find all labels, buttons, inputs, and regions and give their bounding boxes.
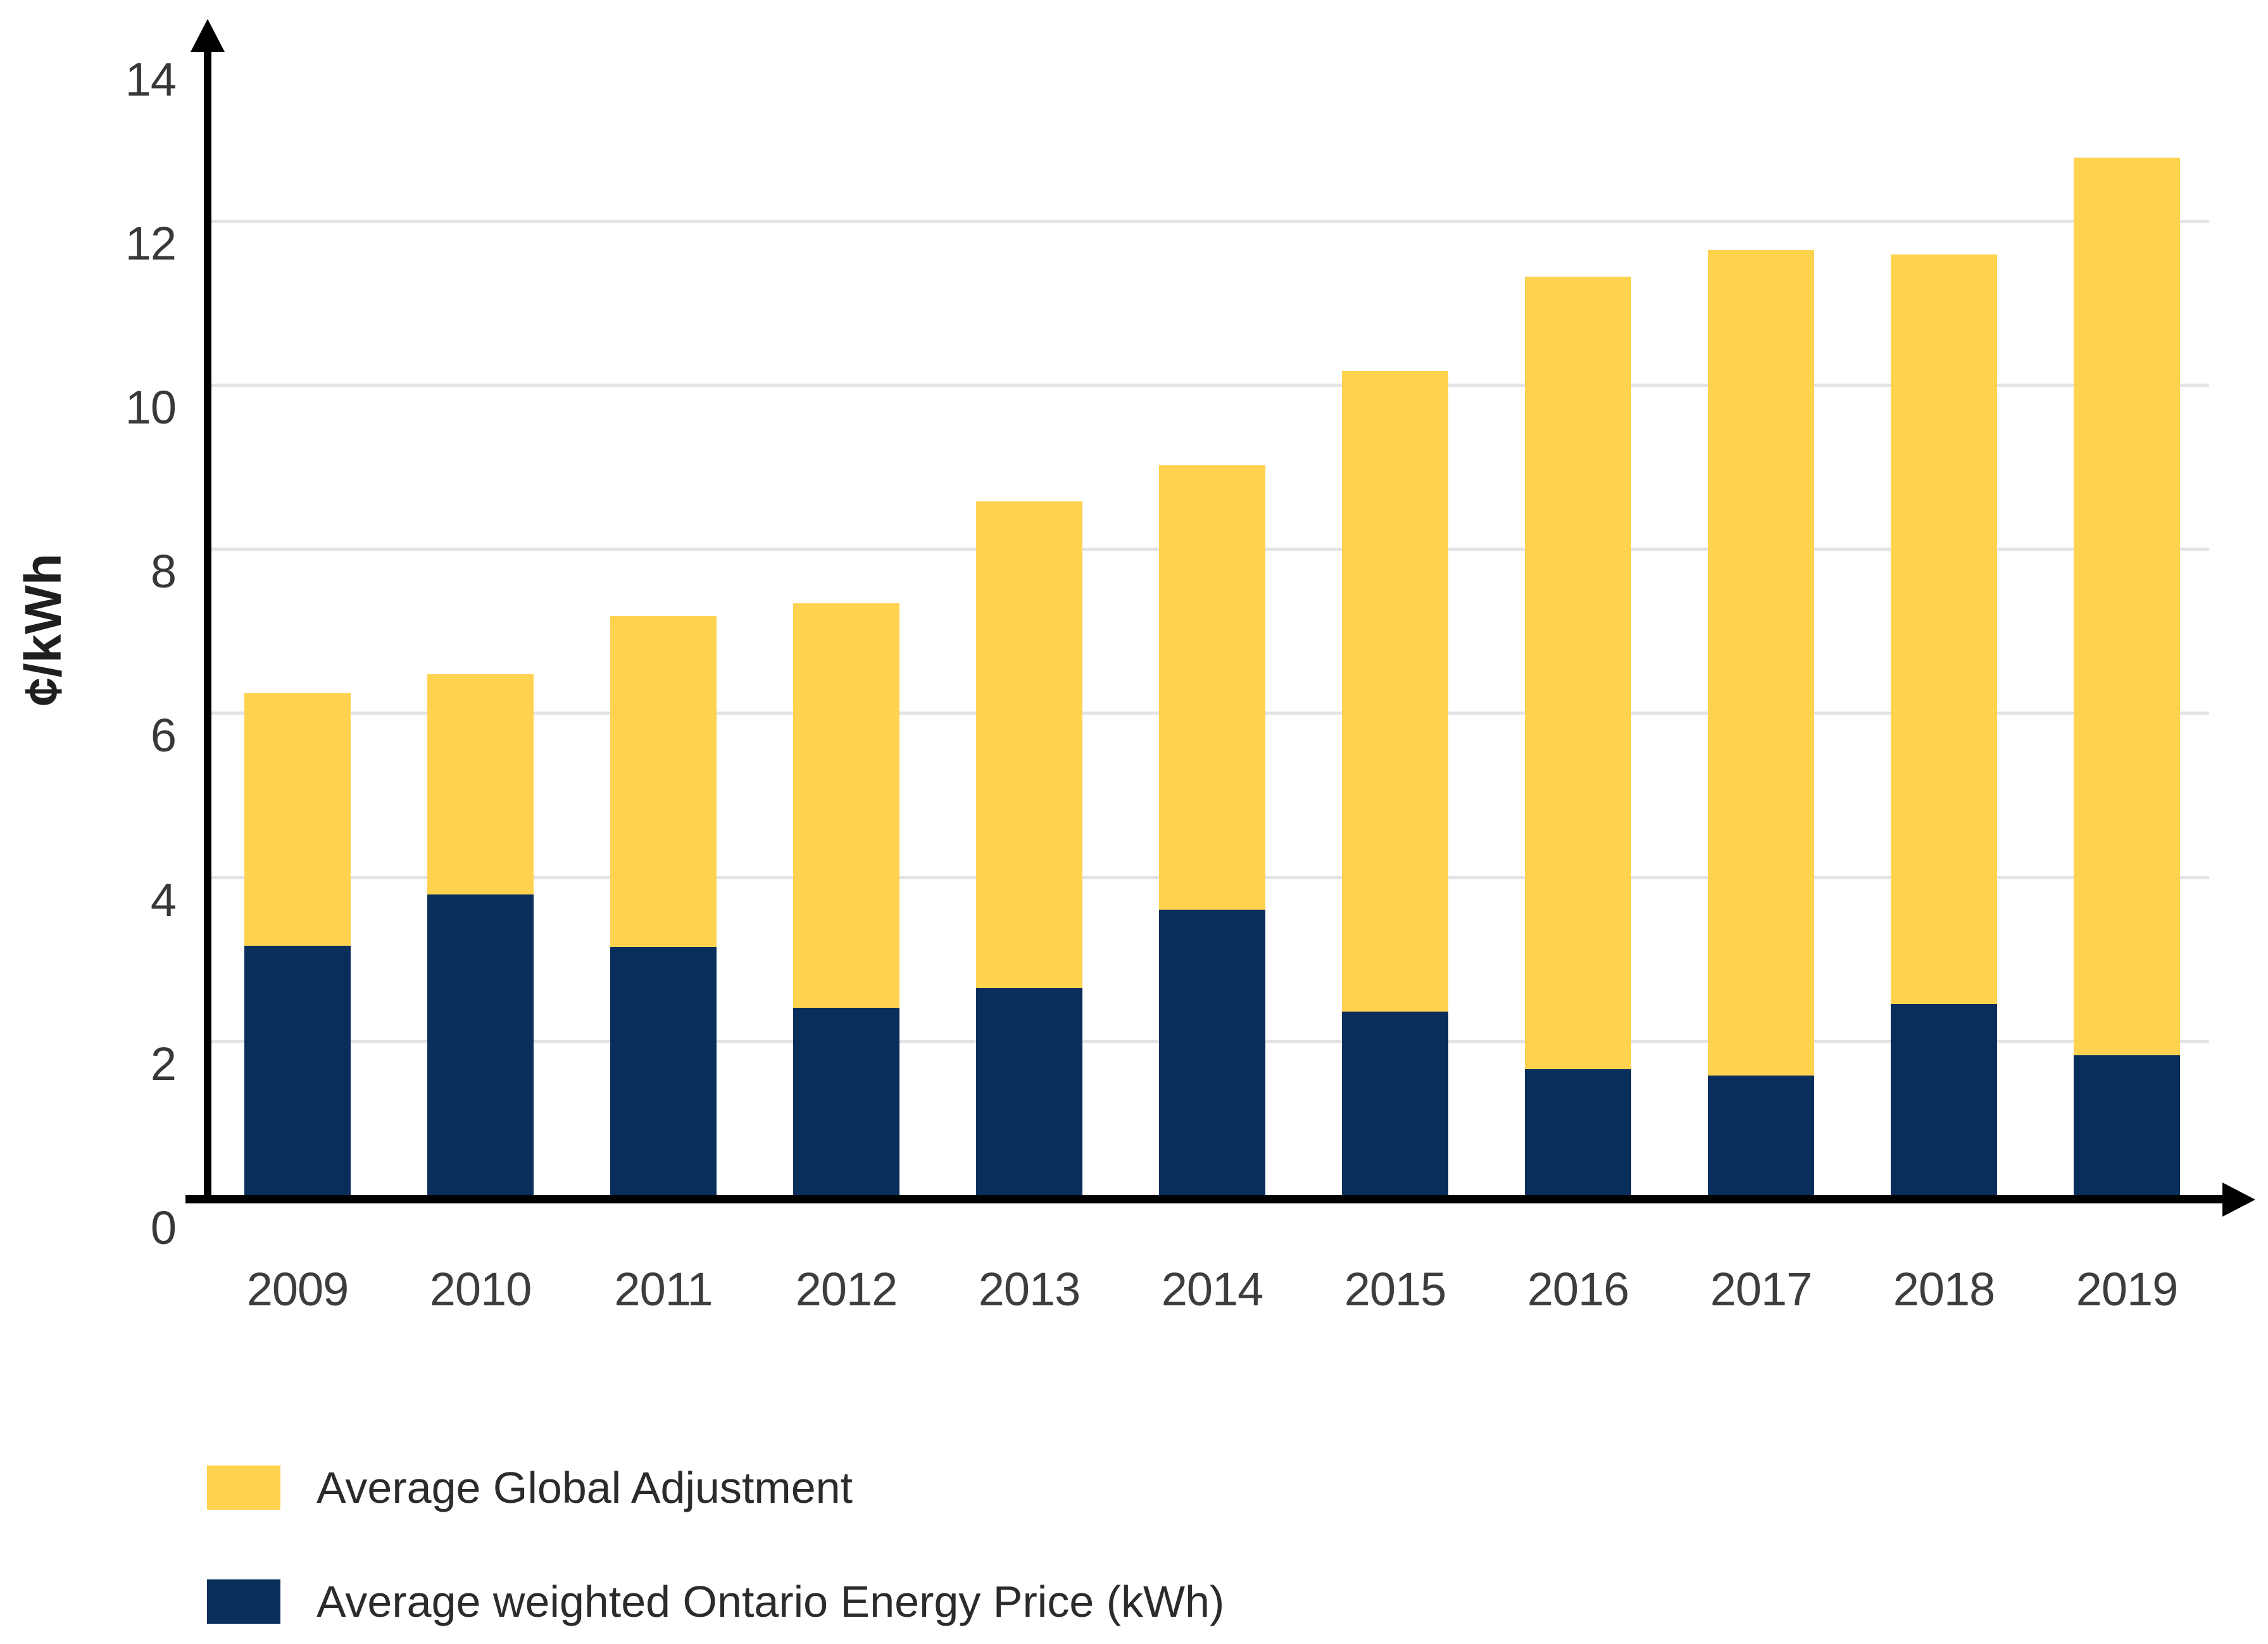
- bar-2012-ontario-energy-price: [793, 1007, 899, 1202]
- x-tick-2014: 2014: [1161, 1263, 1264, 1315]
- bar-2009-ontario-energy-price: [244, 946, 351, 1202]
- y-tick-2: 2: [150, 1037, 177, 1090]
- x-tick-2011: 2011: [614, 1263, 713, 1315]
- bar-2016-global-adjustment: [1525, 276, 1631, 1069]
- global-adjustment-swatch-icon: [207, 1465, 280, 1510]
- y-tick-6: 6: [150, 709, 177, 762]
- y-axis-line: [204, 49, 211, 1203]
- legend-item-global-adjustment: Average Global Adjustment: [207, 1462, 853, 1513]
- x-tick-2015: 2015: [1344, 1263, 1447, 1315]
- bar-2018-ontario-energy-price: [1891, 1004, 1997, 1202]
- x-tick-2010: 2010: [429, 1263, 532, 1315]
- bar-2018-global-adjustment: [1891, 254, 1997, 1005]
- x-axis-line: [185, 1195, 2225, 1203]
- x-tick-2009: 2009: [246, 1263, 349, 1315]
- x-axis-arrowhead-icon: [2222, 1183, 2255, 1217]
- y-tick-4: 4: [150, 873, 177, 926]
- x-tick-2016: 2016: [1527, 1263, 1630, 1315]
- bar-2014-ontario-energy-price: [1159, 910, 1265, 1202]
- bar-2012-global-adjustment: [793, 603, 899, 1008]
- bar-2015-ontario-energy-price: [1342, 1012, 1448, 1202]
- bar-2014-global-adjustment: [1159, 465, 1265, 910]
- y-tick-8: 8: [150, 545, 177, 598]
- bar-2010-ontario-energy-price: [427, 894, 534, 1202]
- legend-item-ontario-energy-price: Average weighted Ontario Energy Price (k…: [207, 1576, 1224, 1627]
- y-axis-arrowhead-icon: [191, 19, 225, 52]
- ontario-energy-price-swatch-icon: [207, 1579, 280, 1624]
- x-tick-2012: 2012: [795, 1263, 898, 1315]
- bar-2011-global-adjustment: [610, 616, 717, 947]
- bar-2010-global-adjustment: [427, 674, 534, 894]
- bar-2017-global-adjustment: [1708, 250, 1814, 1076]
- bar-2013-ontario-energy-price: [976, 988, 1082, 1202]
- bar-2015-global-adjustment: [1342, 370, 1448, 1012]
- bar-2019-global-adjustment: [2074, 158, 2180, 1055]
- bar-2013-global-adjustment: [976, 501, 1082, 988]
- legend-label: Average weighted Ontario Energy Price (k…: [316, 1577, 1225, 1626]
- y-tick-0: 0: [150, 1202, 177, 1254]
- bar-2009-global-adjustment: [244, 693, 351, 946]
- bar-2016-ontario-energy-price: [1525, 1069, 1631, 1202]
- y-tick-14: 14: [125, 53, 177, 106]
- gridline-10: [211, 384, 2209, 387]
- x-tick-2013: 2013: [978, 1263, 1081, 1315]
- x-tick-2018: 2018: [1893, 1263, 1996, 1315]
- bar-2019-ontario-energy-price: [2074, 1055, 2180, 1202]
- x-tick-2017: 2017: [1710, 1263, 1813, 1315]
- legend-label: Average Global Adjustment: [316, 1463, 853, 1512]
- x-tick-2019: 2019: [2076, 1263, 2179, 1315]
- y-tick-10: 10: [125, 381, 177, 434]
- bar-2017-ontario-energy-price: [1708, 1076, 1814, 1202]
- bar-2011-ontario-energy-price: [610, 946, 717, 1202]
- gridline-12: [211, 219, 2209, 223]
- y-tick-12: 12: [125, 216, 177, 270]
